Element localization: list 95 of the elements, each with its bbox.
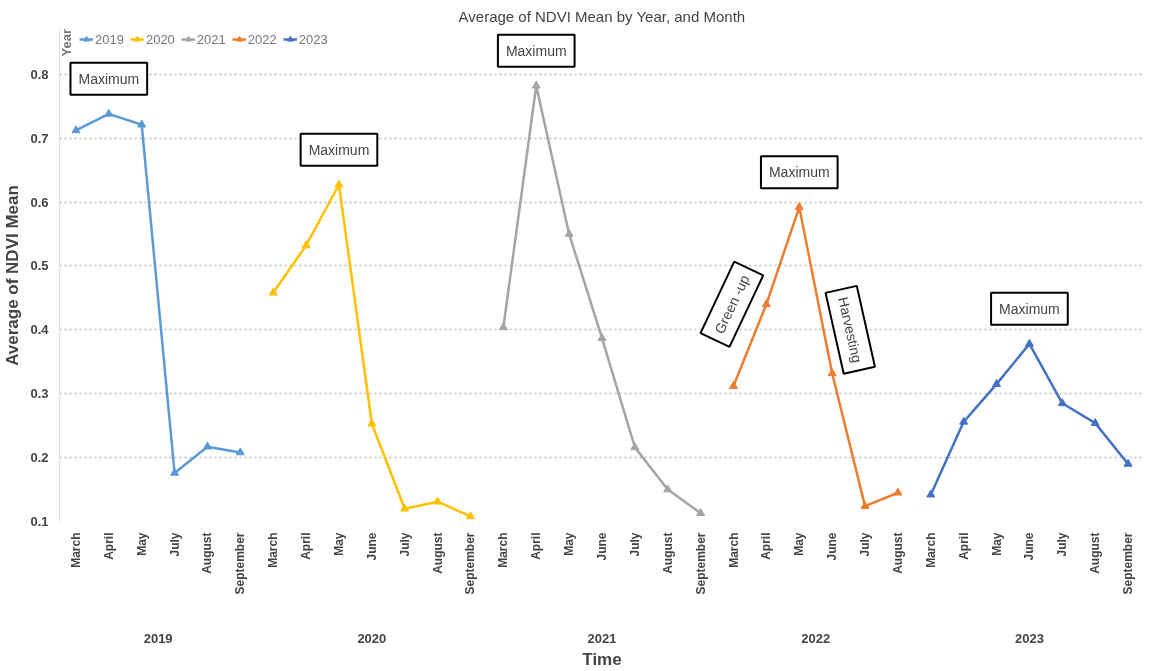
x-tick-label: June	[825, 532, 840, 561]
x-tick-label: August	[890, 532, 905, 574]
x-tick-label: September	[233, 532, 248, 595]
x-tick-label: July	[167, 532, 182, 557]
x-tick-label: April	[299, 532, 314, 560]
x-tick-label: March	[726, 532, 741, 568]
x-tick-label: August	[1088, 532, 1103, 574]
point	[433, 496, 443, 505]
point	[400, 503, 410, 512]
legend-label: 2020	[145, 31, 175, 47]
x-tick-label: March	[68, 532, 83, 568]
point	[564, 228, 574, 237]
legend-label: 2019	[95, 31, 124, 47]
annotation: Maximum	[999, 300, 1060, 317]
y-tick-label: 0.2	[30, 450, 49, 466]
point	[729, 380, 739, 389]
y-tick-label: 0.5	[30, 258, 49, 274]
x-tick-label: June	[1022, 532, 1037, 561]
point	[170, 467, 180, 476]
point	[71, 125, 81, 134]
y-tick-label: 0.6	[30, 194, 49, 210]
point	[1024, 338, 1034, 347]
x-tick-label: March	[496, 532, 511, 568]
x-tick-label: April	[529, 532, 544, 560]
x-tick-label: July	[858, 532, 873, 557]
x-tick-label: July	[627, 532, 642, 557]
annotation: Maximum	[768, 164, 830, 181]
point	[827, 368, 837, 377]
point	[597, 333, 607, 341]
legend-label: 2022	[247, 31, 277, 47]
x-tick-label: May	[989, 532, 1004, 556]
y-tick-label: 0.3	[30, 386, 49, 402]
annotation: Green -up	[711, 272, 753, 337]
x-tick-label: April	[101, 532, 116, 560]
legend-label: 2023	[298, 31, 328, 47]
text: 2023	[1014, 630, 1044, 646]
x-tick-label: April	[956, 532, 971, 560]
x-tick-label: August	[200, 532, 215, 574]
x-tick-label: September	[693, 532, 708, 595]
point	[959, 416, 969, 425]
x-tick-label: June	[595, 532, 609, 561]
x-tick-label: March	[266, 532, 281, 568]
x-tick-label: September	[463, 532, 478, 595]
text: 2022	[801, 630, 831, 646]
x-tick-label: May	[134, 532, 149, 556]
x-tick-label: April	[759, 532, 774, 560]
x-tick-label: May	[792, 532, 807, 556]
point	[235, 447, 245, 456]
annotation: Maximum	[308, 141, 370, 158]
point	[893, 487, 903, 496]
annotation: Maximum	[78, 70, 140, 87]
y-tick-label: 0.4	[30, 322, 50, 338]
point	[268, 287, 278, 296]
x-tick-label: August	[430, 532, 445, 574]
point	[367, 418, 377, 427]
point	[1057, 398, 1067, 407]
x-tick-label: July	[397, 532, 412, 557]
point	[794, 202, 804, 210]
point	[630, 442, 640, 451]
point	[860, 501, 870, 509]
point	[334, 179, 344, 188]
point	[1123, 458, 1133, 467]
text: 2021	[587, 630, 617, 646]
x-tick-label: July	[1055, 532, 1070, 557]
x-tick-label: August	[660, 532, 675, 574]
annotation: Maximum	[505, 42, 567, 59]
point	[992, 379, 1002, 387]
point	[761, 299, 771, 308]
point	[202, 441, 212, 450]
y-tick-label: 0.1	[30, 514, 49, 529]
point	[104, 108, 114, 117]
point	[696, 508, 706, 516]
x-axis-title: Time	[582, 649, 622, 669]
point	[926, 489, 936, 498]
point	[465, 511, 475, 520]
x-tick-label: May	[331, 532, 346, 556]
chart-title: Average of NDVI Mean by Year, and Month	[458, 7, 746, 25]
x-tick-label: September	[1121, 532, 1136, 595]
y-tick-label: 0.7	[30, 130, 49, 146]
legend-label: 2021	[196, 31, 226, 47]
point	[1090, 417, 1100, 426]
annotation: Harvesting	[835, 295, 866, 365]
x-tick-label: March	[923, 532, 938, 568]
y-axis-title: Average of NDVI Mean	[3, 185, 23, 366]
legend-title: Year	[59, 29, 74, 57]
y-tick-label: 0.8	[30, 66, 49, 82]
point	[663, 484, 673, 493]
x-tick-label: June	[364, 532, 379, 561]
text: 2019	[143, 630, 173, 646]
x-tick-label: May	[562, 532, 577, 556]
point	[498, 322, 508, 331]
point	[301, 240, 311, 249]
point	[531, 80, 541, 89]
text: 2020	[357, 630, 387, 646]
point	[137, 119, 147, 128]
